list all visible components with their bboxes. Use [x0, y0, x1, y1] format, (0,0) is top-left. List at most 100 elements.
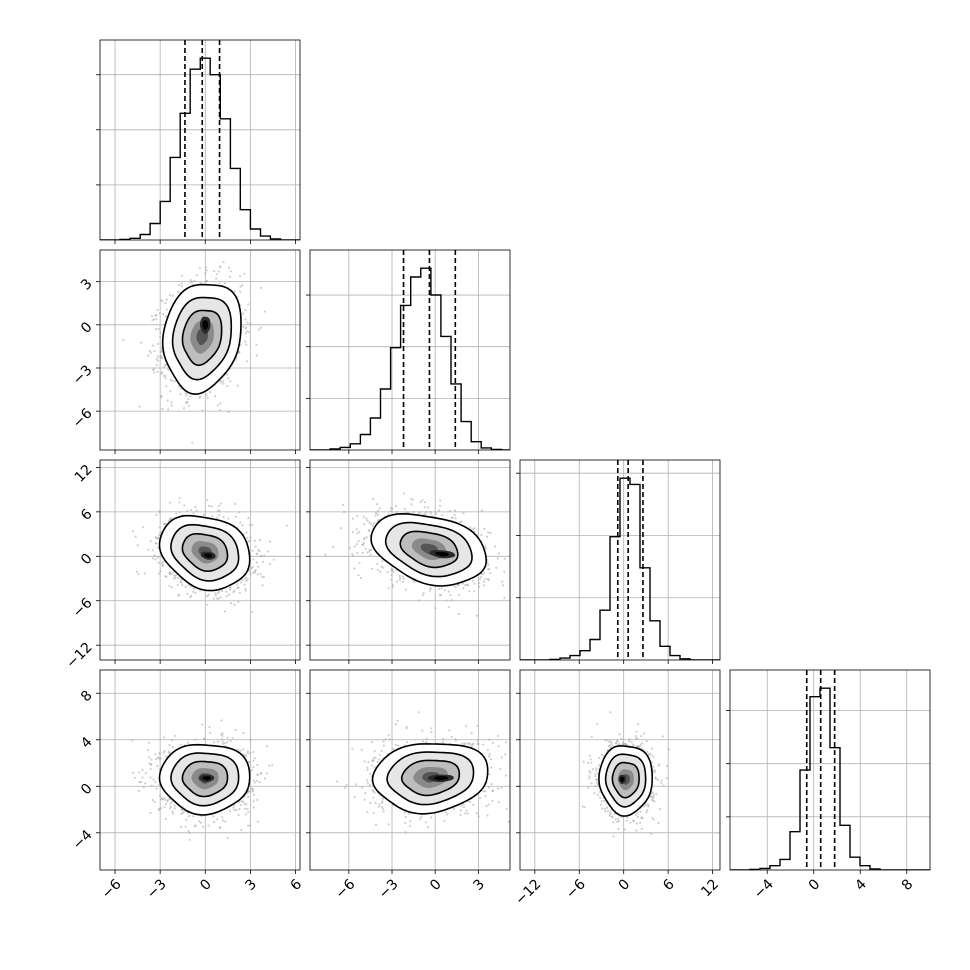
- panel-body: [131, 496, 288, 613]
- scatter-point: [660, 782, 663, 785]
- scatter-point: [637, 723, 640, 726]
- scatter-point: [152, 778, 155, 781]
- scatter-point: [371, 524, 375, 527]
- scatter-point: [227, 593, 230, 597]
- scatter-point: [244, 576, 248, 579]
- scatter-point: [239, 285, 242, 288]
- scatter-point: [382, 797, 385, 800]
- scatter-point: [419, 501, 422, 504]
- scatter-point: [365, 536, 368, 539]
- scatter-point: [612, 835, 615, 838]
- scatter-point: [255, 343, 258, 346]
- scatter-point: [263, 310, 266, 313]
- density-core: [202, 776, 211, 781]
- scatter-point: [381, 801, 384, 804]
- scatter-point: [469, 743, 472, 746]
- scatter-point: [419, 816, 423, 819]
- scatter-point: [604, 810, 607, 813]
- scatter-point: [160, 562, 164, 565]
- x-tick-label: −4: [751, 876, 777, 902]
- y-tick-label: 0: [78, 781, 96, 799]
- scatter-point: [488, 568, 491, 571]
- scatter-point: [271, 764, 274, 767]
- scatter-point: [471, 743, 474, 746]
- scatter-point: [366, 811, 369, 814]
- scatter-point: [411, 498, 414, 501]
- scatter-point: [236, 384, 239, 387]
- scatter-point: [205, 595, 209, 598]
- scatter-point: [378, 507, 381, 510]
- scatter-point: [640, 817, 644, 820]
- scatter-point: [439, 504, 442, 507]
- scatter-point: [609, 743, 612, 747]
- scatter-point: [222, 380, 225, 383]
- scatter-point: [448, 509, 452, 512]
- scatter-point: [253, 757, 256, 760]
- scatter-point: [219, 596, 222, 599]
- scatter-point: [247, 517, 250, 520]
- scatter-point: [611, 744, 614, 747]
- scatter-point: [392, 748, 395, 751]
- scatter-point: [228, 275, 232, 278]
- scatter-point: [609, 711, 612, 714]
- scatter-point: [234, 515, 237, 519]
- scatter-point: [170, 800, 173, 803]
- scatter-point: [365, 517, 368, 520]
- scatter-point: [441, 740, 444, 744]
- pair-panel-2-3: [309, 459, 511, 661]
- panel-frame: [99, 249, 301, 451]
- scatter-point: [252, 779, 255, 782]
- scatter-point: [497, 745, 500, 748]
- scatter-point: [371, 789, 374, 792]
- scatter-point: [369, 784, 372, 787]
- scatter-point: [171, 812, 175, 815]
- scatter-point: [356, 552, 359, 555]
- scatter-point: [159, 331, 162, 334]
- scatter-point: [162, 374, 165, 377]
- scatter-point: [159, 570, 162, 573]
- scatter-point: [604, 807, 607, 811]
- scatter-point: [596, 722, 599, 725]
- scatter-point: [606, 739, 609, 742]
- x-tick-label: 3: [470, 876, 488, 894]
- scatter-point: [262, 575, 265, 578]
- scatter-point: [192, 815, 195, 818]
- scatter-point: [495, 566, 498, 569]
- scatter-point: [195, 274, 198, 277]
- scatter-point: [353, 567, 356, 570]
- scatter-point: [167, 408, 170, 411]
- pair-panel-1-2: [99, 249, 301, 451]
- scatter-point: [219, 409, 222, 412]
- scatter-point: [241, 524, 244, 527]
- scatter-point: [594, 775, 597, 778]
- scatter-point: [357, 540, 360, 543]
- scatter-point: [469, 526, 472, 529]
- scatter-point: [272, 558, 275, 561]
- scatter-point: [448, 729, 451, 732]
- scatter-point: [391, 507, 394, 511]
- scatter-point: [463, 742, 466, 745]
- scatter-point: [434, 607, 437, 610]
- scatter-point: [250, 769, 253, 772]
- scatter-point: [244, 754, 247, 757]
- scatter-point: [476, 724, 479, 728]
- scatter-point: [159, 355, 162, 358]
- scatter-point: [367, 529, 370, 532]
- scatter-point: [251, 523, 254, 526]
- scatter-point: [368, 550, 371, 553]
- scatter-point: [209, 731, 212, 735]
- scatter-point: [450, 599, 454, 602]
- scatter-point: [351, 517, 355, 520]
- scatter-point: [163, 365, 166, 368]
- scatter-point: [156, 342, 160, 345]
- panel-body: [336, 711, 510, 834]
- scatter-point: [217, 505, 220, 508]
- scatter-point: [170, 401, 173, 404]
- scatter-point: [151, 344, 155, 347]
- scatter-point: [381, 560, 384, 563]
- scatter-point: [266, 550, 269, 553]
- scatter-point: [210, 505, 213, 508]
- scatter-point: [380, 805, 383, 808]
- scatter-point: [259, 286, 263, 289]
- scatter-point: [360, 748, 363, 751]
